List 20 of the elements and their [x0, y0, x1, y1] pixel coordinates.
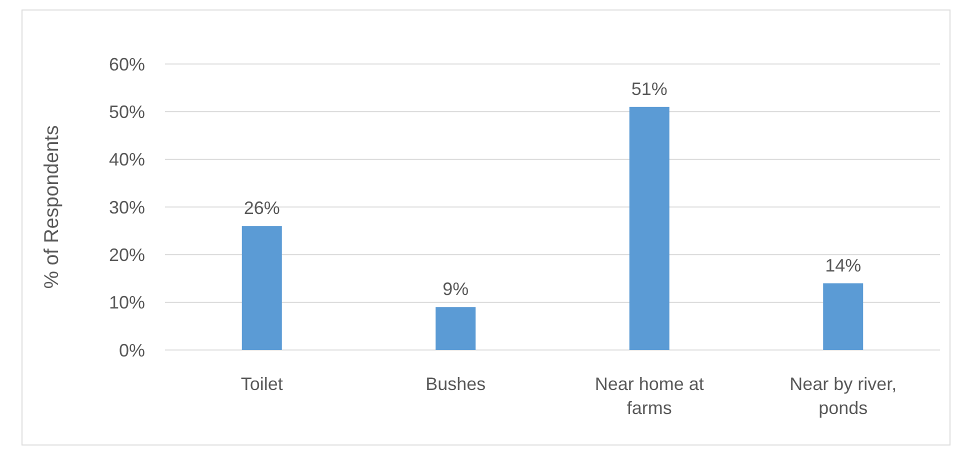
data-label: 9%	[442, 279, 469, 300]
bar	[242, 226, 282, 350]
x-tick-label: Bushes	[426, 374, 486, 394]
y-tick-label: 30%	[108, 197, 145, 218]
bar	[823, 283, 864, 350]
data-label: 51%	[631, 78, 668, 99]
y-tick-label: 10%	[108, 292, 145, 313]
x-tick-label: Toilet	[240, 374, 283, 394]
y-tick-label: 60%	[108, 54, 145, 74]
bar	[436, 307, 476, 350]
x-tick-label: Near by river, ponds	[790, 374, 897, 418]
y-tick-label: 40%	[108, 150, 145, 170]
y-tick-label: 0%	[118, 340, 145, 360]
y-tick-label: 20%	[108, 244, 145, 265]
data-label: 26%	[244, 198, 280, 218]
bar	[629, 106, 670, 350]
data-label: 14%	[825, 255, 862, 276]
y-tick-label: 50%	[108, 102, 145, 122]
x-tick-label: Near home at farms	[594, 374, 704, 418]
y-axis-title: % of Respondents	[41, 125, 63, 289]
